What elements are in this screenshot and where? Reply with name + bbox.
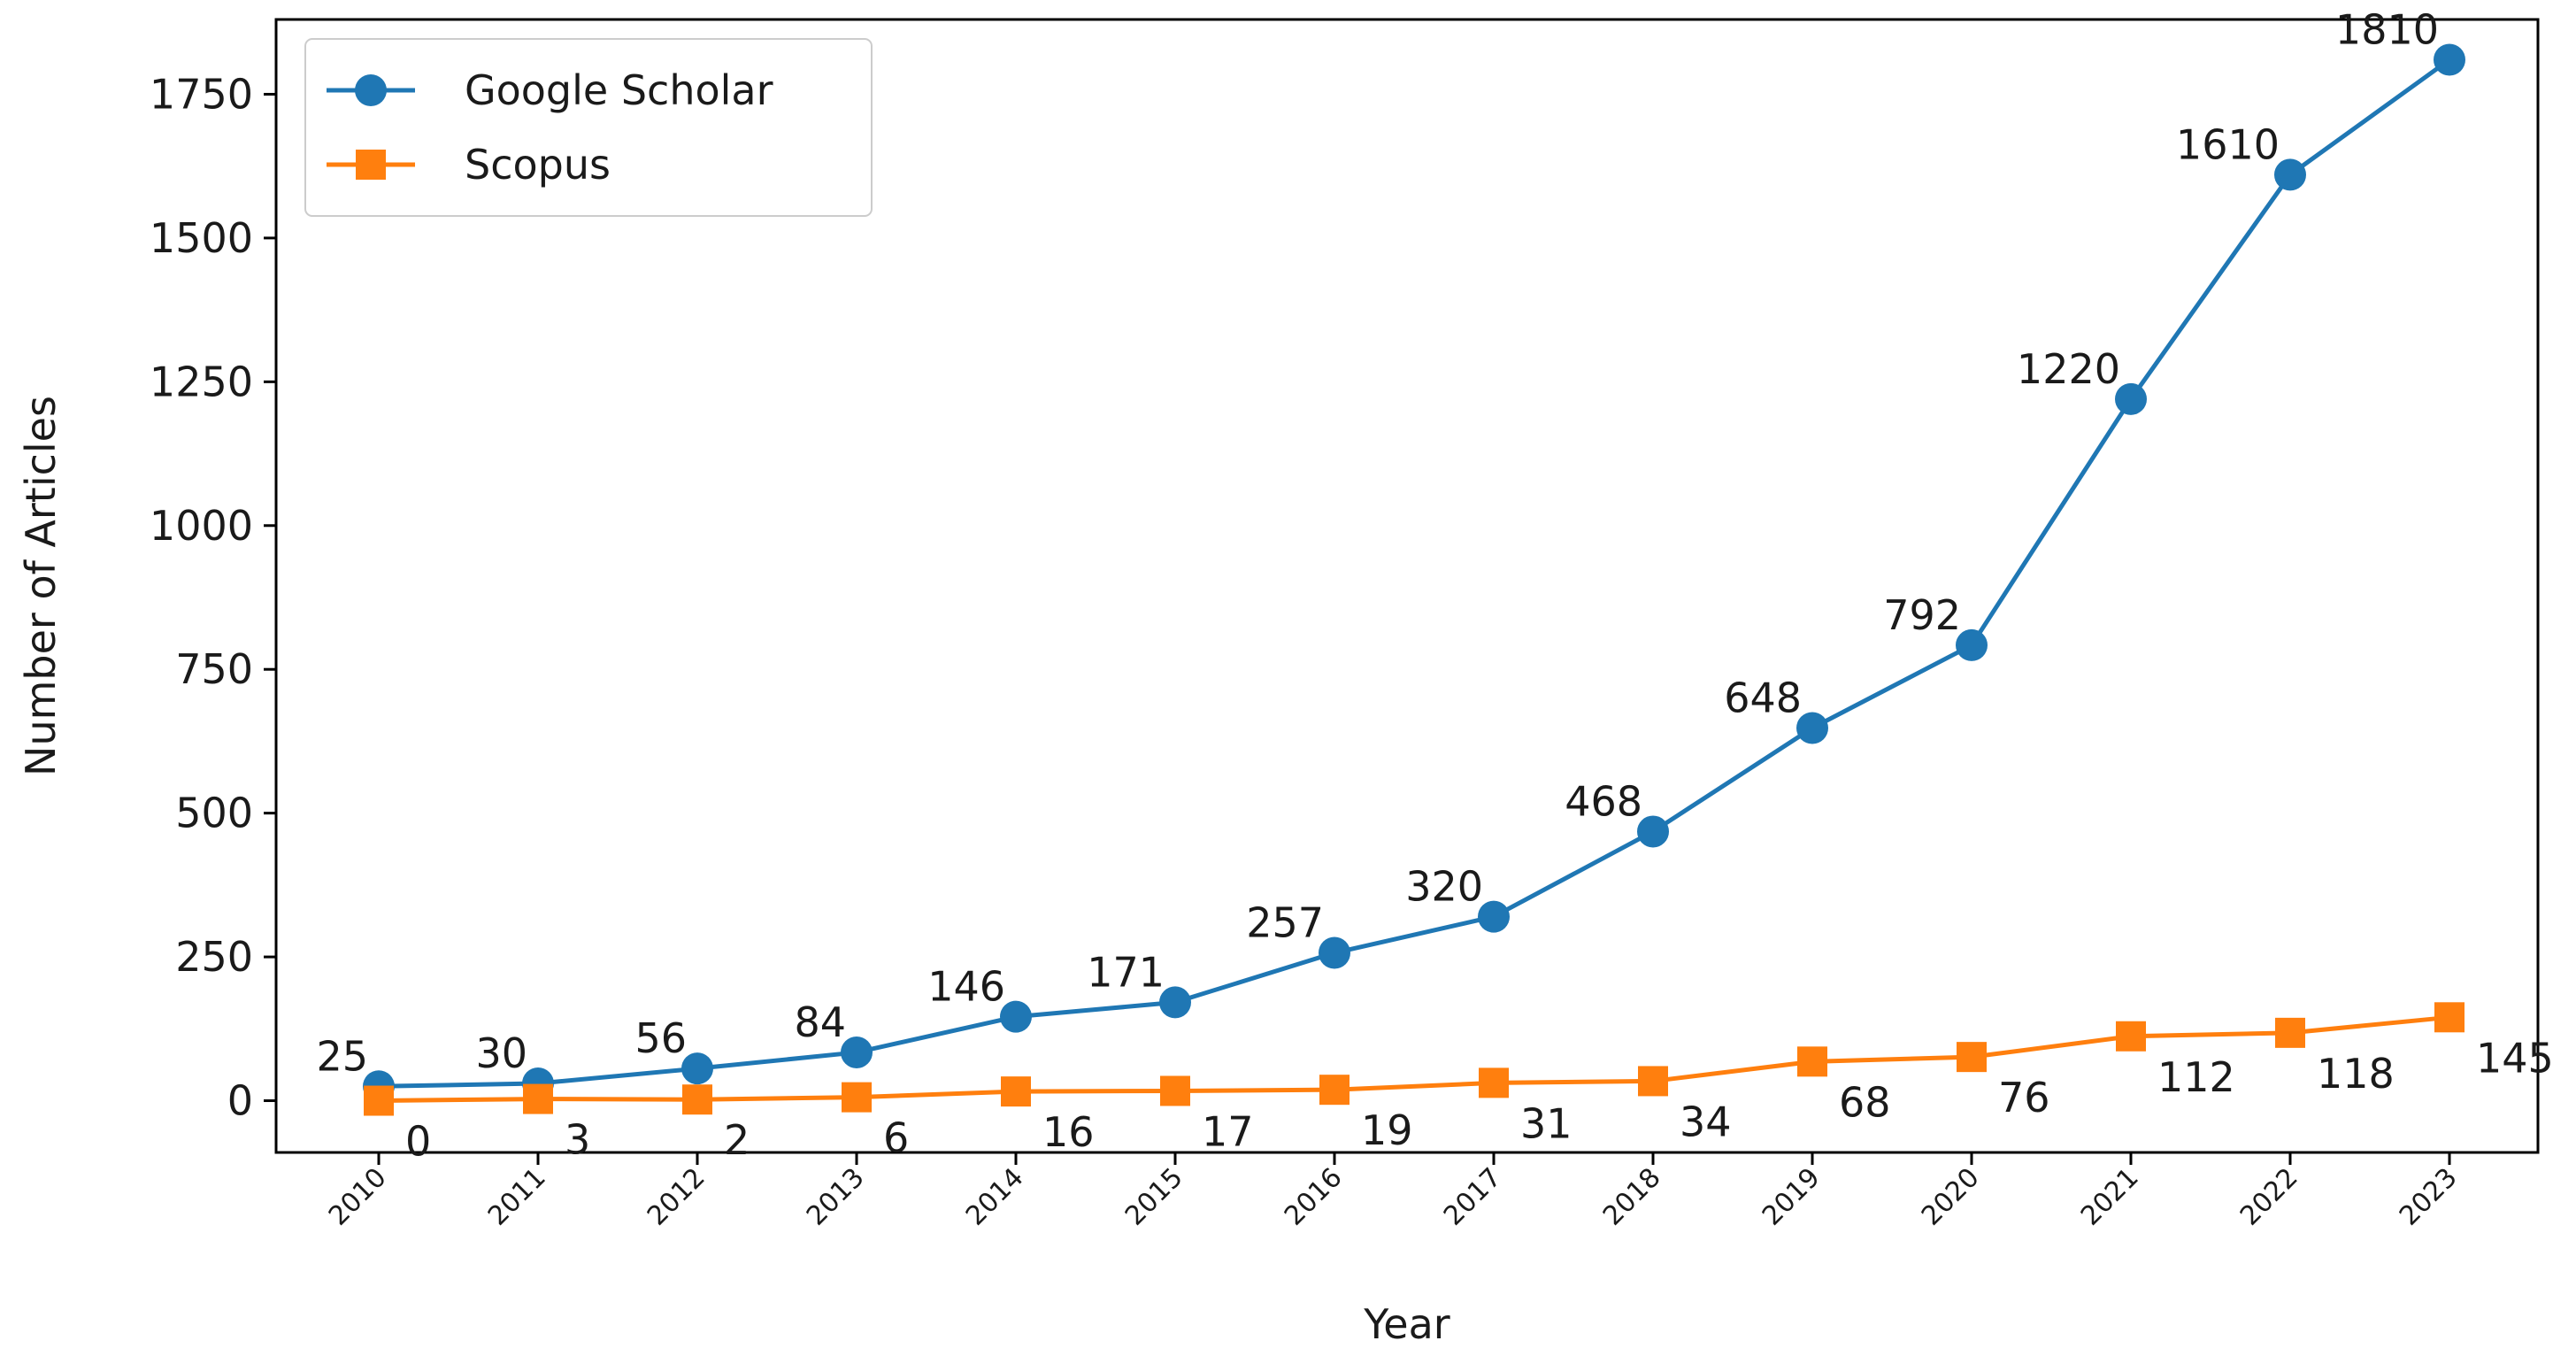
data-point <box>682 1084 712 1115</box>
series-line <box>378 58 2451 1089</box>
data-point <box>1956 628 1988 661</box>
legend-marker-circle <box>355 74 387 106</box>
data-point <box>1160 1075 1190 1106</box>
data-point <box>1159 986 1191 1019</box>
data-label: 34 <box>1680 1098 1732 1145</box>
data-label: 792 <box>1883 591 1961 639</box>
y-tick-label: 1750 <box>150 70 253 118</box>
data-point <box>1319 1075 1350 1106</box>
data-label: 17 <box>1202 1107 1254 1155</box>
data-point <box>2434 1002 2465 1033</box>
legend-box <box>304 38 873 217</box>
data-label: 118 <box>2317 1050 2395 1098</box>
data-point <box>841 1036 873 1068</box>
data-label: 0 <box>405 1118 431 1166</box>
legend-marker-square <box>356 150 386 180</box>
data-label: 1610 <box>2176 120 2280 168</box>
data-label: 171 <box>1087 948 1165 996</box>
data-label: 19 <box>1361 1106 1413 1154</box>
data-label: 468 <box>1565 777 1642 825</box>
data-point <box>2274 158 2306 191</box>
y-tick-label: 250 <box>175 933 253 981</box>
data-label: 31 <box>1520 1099 1573 1147</box>
data-label: 6 <box>883 1114 909 1162</box>
data-point <box>1001 1076 1031 1107</box>
data-point <box>1957 1042 1987 1073</box>
y-tick-label: 1000 <box>150 502 253 550</box>
y-tick-label: 750 <box>175 645 253 693</box>
data-label: 2 <box>724 1116 750 1164</box>
series-google-scholar: 25 30 56 84 146 171 257 320 468 648 792 1220 1610 181… <box>316 5 2465 1103</box>
data-label: 68 <box>1839 1078 1891 1126</box>
legend-label-google-scholar: Google Scholar <box>465 66 773 114</box>
data-label: 320 <box>1405 863 1483 911</box>
data-label: 3 <box>565 1116 590 1164</box>
data-point <box>2116 1021 2146 1052</box>
data-label: 76 <box>1998 1074 2050 1121</box>
legend-entry-scopus: Scopus <box>327 141 611 189</box>
x-axis-title: Year <box>1363 1300 1449 1348</box>
data-point <box>1796 712 1828 744</box>
data-point <box>2115 382 2147 415</box>
data-point <box>364 1085 394 1116</box>
data-point <box>842 1082 872 1113</box>
data-label: 56 <box>634 1014 687 1062</box>
data-point <box>1478 900 1510 933</box>
data-point <box>681 1052 713 1085</box>
plot-frame <box>274 18 2540 1154</box>
data-point <box>1479 1067 1509 1098</box>
data-label: 146 <box>927 963 1005 1011</box>
data-label: 1810 <box>2335 5 2439 53</box>
legend-label-scopus: Scopus <box>465 141 611 189</box>
data-point <box>1638 1066 1668 1097</box>
data-point <box>2275 1017 2305 1048</box>
data-label: 16 <box>1042 1108 1095 1156</box>
y-tick-label: 1500 <box>150 214 253 262</box>
y-tick-label: 1250 <box>150 358 253 405</box>
data-label: 112 <box>2157 1053 2235 1101</box>
y-axis-title: Number of Articles <box>17 396 65 776</box>
data-point <box>1637 815 1669 848</box>
data-point <box>1000 1000 1032 1033</box>
data-label: 648 <box>1724 674 1802 721</box>
data-label: 25 <box>316 1032 368 1080</box>
series-scopus: 0 3 2 6 16 17 19 31 34 68 76 112 118 145 <box>364 1002 2554 1166</box>
data-point <box>2434 43 2465 76</box>
legend: Google Scholar Scopus <box>304 38 873 217</box>
y-tick-label: 500 <box>175 790 253 837</box>
data-label: 30 <box>475 1029 527 1077</box>
data-label: 145 <box>2476 1034 2554 1082</box>
data-label: 1220 <box>2017 345 2120 393</box>
data-point <box>523 1083 553 1114</box>
data-point <box>1797 1046 1827 1077</box>
legend-entry-google-scholar: Google Scholar <box>327 66 773 114</box>
data-label: 84 <box>794 998 846 1046</box>
series-line <box>378 1014 2450 1104</box>
y-tick-label: 0 <box>227 1077 253 1125</box>
data-label: 257 <box>1246 899 1324 947</box>
data-point <box>1319 936 1350 969</box>
